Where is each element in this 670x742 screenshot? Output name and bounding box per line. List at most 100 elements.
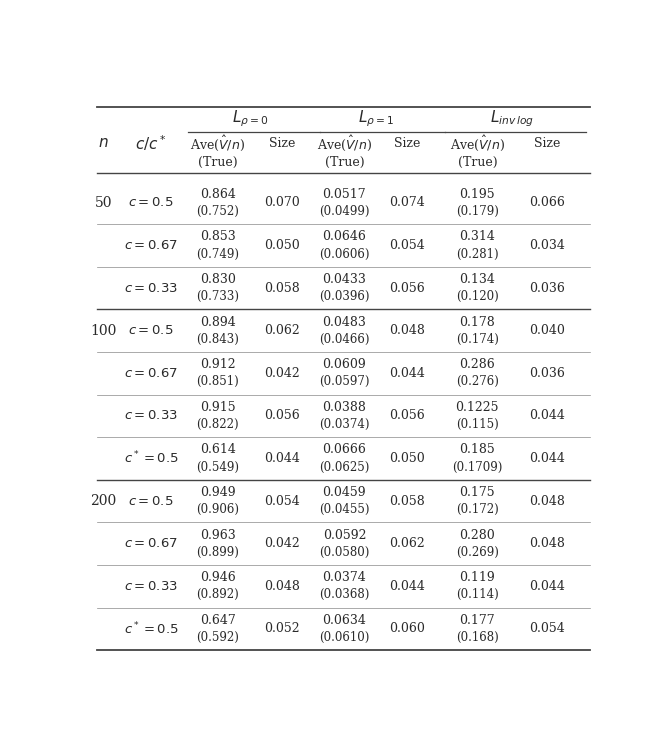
- Text: 0.0634: 0.0634: [322, 614, 366, 627]
- Text: 0.830: 0.830: [200, 273, 236, 286]
- Text: 0.056: 0.056: [264, 410, 300, 422]
- Text: $c/c^*$: $c/c^*$: [135, 134, 167, 153]
- Text: (0.899): (0.899): [196, 545, 239, 559]
- Text: 0.074: 0.074: [389, 197, 425, 209]
- Text: 0.036: 0.036: [529, 281, 565, 295]
- Text: 0.044: 0.044: [389, 367, 425, 380]
- Text: 0.052: 0.052: [264, 623, 300, 635]
- Text: 0.042: 0.042: [264, 367, 300, 380]
- Text: 0.044: 0.044: [529, 452, 565, 465]
- Text: 0.0459: 0.0459: [322, 486, 366, 499]
- Text: 0.050: 0.050: [264, 239, 300, 252]
- Text: 0.054: 0.054: [529, 623, 565, 635]
- Text: $L_{inv\,log}$: $L_{inv\,log}$: [490, 108, 534, 129]
- Text: 0.0666: 0.0666: [322, 444, 366, 456]
- Text: (0.179): (0.179): [456, 205, 498, 218]
- Text: Size: Size: [534, 137, 560, 150]
- Text: 0.134: 0.134: [460, 273, 495, 286]
- Text: Ave($\hat{V}/n$): Ave($\hat{V}/n$): [190, 134, 245, 153]
- Text: (0.0396): (0.0396): [319, 290, 370, 303]
- Text: 0.647: 0.647: [200, 614, 236, 627]
- Text: (0.281): (0.281): [456, 248, 498, 260]
- Text: 0.949: 0.949: [200, 486, 236, 499]
- Text: (0.0606): (0.0606): [319, 248, 370, 260]
- Text: 0.0433: 0.0433: [322, 273, 366, 286]
- Text: (0.1709): (0.1709): [452, 461, 502, 473]
- Text: $L_{\rho=1}$: $L_{\rho=1}$: [358, 108, 393, 129]
- Text: (0.892): (0.892): [196, 588, 239, 601]
- Text: 0.912: 0.912: [200, 358, 236, 371]
- Text: 0.185: 0.185: [460, 444, 495, 456]
- Text: 0.0483: 0.0483: [322, 315, 366, 329]
- Text: Size: Size: [269, 137, 295, 150]
- Text: 0.286: 0.286: [460, 358, 495, 371]
- Text: (0.115): (0.115): [456, 418, 498, 431]
- Text: $c=0.33$: $c=0.33$: [124, 580, 178, 593]
- Text: Size: Size: [393, 137, 420, 150]
- Text: 0.036: 0.036: [529, 367, 565, 380]
- Text: $c=0.5$: $c=0.5$: [129, 197, 174, 209]
- Text: $c^*=0.5$: $c^*=0.5$: [124, 450, 179, 467]
- Text: 0.034: 0.034: [529, 239, 565, 252]
- Text: (0.172): (0.172): [456, 503, 498, 516]
- Text: (0.0625): (0.0625): [319, 461, 370, 473]
- Text: (True): (True): [198, 156, 238, 168]
- Text: 0.175: 0.175: [460, 486, 495, 499]
- Text: 0.042: 0.042: [264, 537, 300, 550]
- Text: 0.062: 0.062: [389, 537, 425, 550]
- Text: $c=0.5$: $c=0.5$: [129, 494, 174, 508]
- Text: 0.0592: 0.0592: [323, 528, 366, 542]
- Text: 0.178: 0.178: [460, 315, 495, 329]
- Text: $c=0.33$: $c=0.33$: [124, 410, 178, 422]
- Text: (0.0580): (0.0580): [319, 545, 370, 559]
- Text: 0.048: 0.048: [529, 494, 565, 508]
- Text: (0.749): (0.749): [196, 248, 239, 260]
- Text: (0.0597): (0.0597): [319, 375, 370, 388]
- Text: $c=0.67$: $c=0.67$: [124, 537, 178, 550]
- Text: 0.048: 0.048: [389, 324, 425, 337]
- Text: 0.853: 0.853: [200, 231, 236, 243]
- Text: Ave($\hat{V}/n$): Ave($\hat{V}/n$): [317, 134, 372, 153]
- Text: $c=0.67$: $c=0.67$: [124, 367, 178, 380]
- Text: 0.048: 0.048: [264, 580, 300, 593]
- Text: 0.066: 0.066: [529, 197, 565, 209]
- Text: (0.592): (0.592): [196, 631, 239, 644]
- Text: 0.070: 0.070: [264, 197, 300, 209]
- Text: 0.058: 0.058: [264, 281, 300, 295]
- Text: (True): (True): [458, 156, 497, 168]
- Text: (0.168): (0.168): [456, 631, 498, 644]
- Text: 50: 50: [94, 196, 113, 210]
- Text: $n$: $n$: [98, 137, 109, 151]
- Text: 0.280: 0.280: [460, 528, 495, 542]
- Text: (0.549): (0.549): [196, 461, 239, 473]
- Text: 0.048: 0.048: [529, 537, 565, 550]
- Text: (0.120): (0.120): [456, 290, 498, 303]
- Text: 0.614: 0.614: [200, 444, 236, 456]
- Text: 0.0517: 0.0517: [322, 188, 366, 201]
- Text: 0.314: 0.314: [460, 231, 495, 243]
- Text: 0.195: 0.195: [460, 188, 495, 201]
- Text: 0.044: 0.044: [264, 452, 300, 465]
- Text: (0.0455): (0.0455): [319, 503, 370, 516]
- Text: (0.174): (0.174): [456, 332, 498, 346]
- Text: (0.752): (0.752): [196, 205, 239, 218]
- Text: 100: 100: [90, 324, 117, 338]
- Text: $c=0.5$: $c=0.5$: [129, 324, 174, 337]
- Text: 0.040: 0.040: [529, 324, 565, 337]
- Text: (0.0466): (0.0466): [319, 332, 370, 346]
- Text: 0.864: 0.864: [200, 188, 236, 201]
- Text: $c=0.67$: $c=0.67$: [124, 239, 178, 252]
- Text: 0.0609: 0.0609: [322, 358, 366, 371]
- Text: 0.1225: 0.1225: [456, 401, 499, 414]
- Text: (0.906): (0.906): [196, 503, 239, 516]
- Text: $c=0.33$: $c=0.33$: [124, 281, 178, 295]
- Text: 0.056: 0.056: [389, 281, 425, 295]
- Text: 0.0374: 0.0374: [322, 571, 366, 584]
- Text: (0.114): (0.114): [456, 588, 498, 601]
- Text: (0.269): (0.269): [456, 545, 498, 559]
- Text: (0.0499): (0.0499): [319, 205, 370, 218]
- Text: (0.0374): (0.0374): [319, 418, 370, 431]
- Text: 0.894: 0.894: [200, 315, 236, 329]
- Text: 0.044: 0.044: [389, 580, 425, 593]
- Text: (0.276): (0.276): [456, 375, 498, 388]
